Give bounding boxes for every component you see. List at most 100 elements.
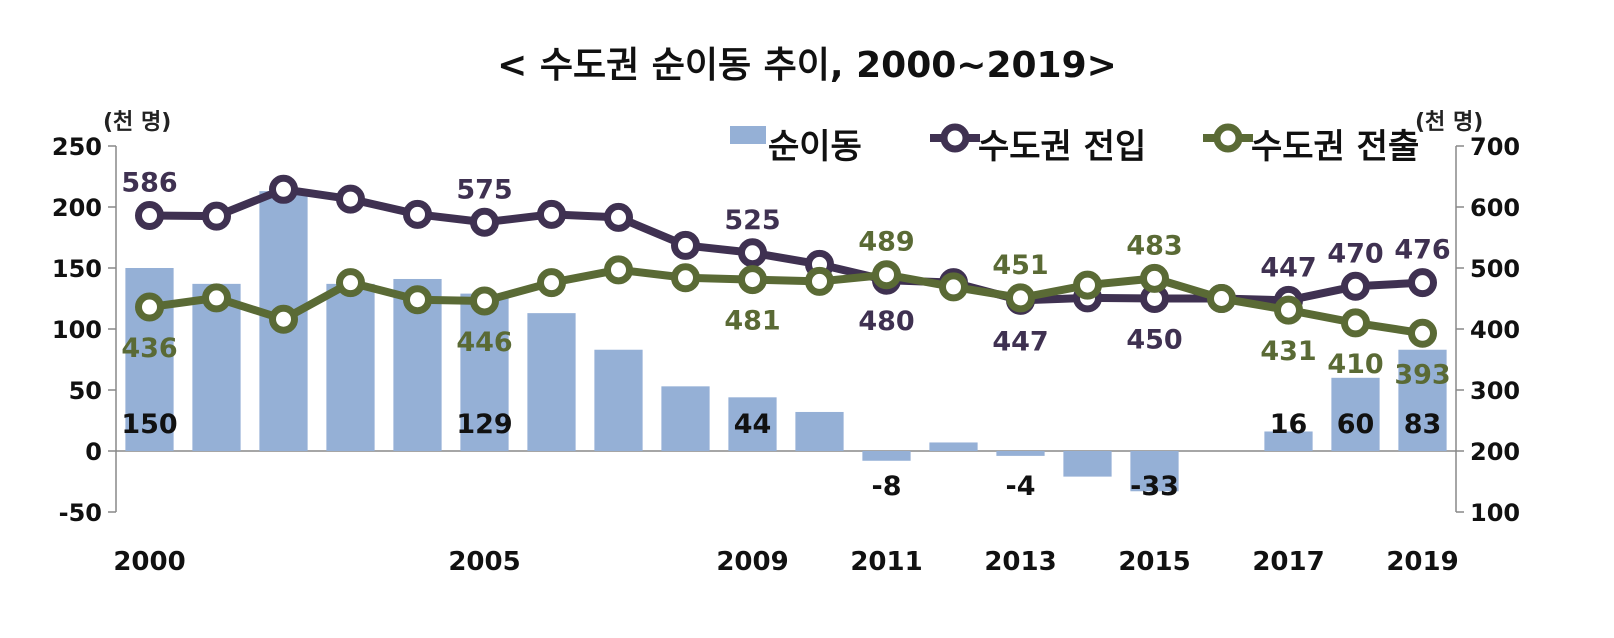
- point-outflow: [537, 268, 566, 298]
- bar-series-net: [125, 191, 1447, 492]
- net-bar: [1264, 431, 1313, 451]
- point-outflow: [1073, 270, 1102, 300]
- point-inflow: [1408, 268, 1437, 298]
- point-outflow: [671, 263, 700, 293]
- x-tick-label: 2015: [1118, 547, 1190, 577]
- bar-data-label: 83: [1404, 409, 1442, 440]
- data-label-inflow: 480: [858, 306, 914, 337]
- chart-axes: 250200150100500-507006005004003002001002…: [52, 133, 1520, 577]
- data-label-outflow: 489: [858, 227, 914, 258]
- chart-legend: 순이동 수도권 전입 수도권 전출: [730, 123, 1419, 167]
- left-tick-label: 200: [52, 194, 102, 222]
- left-tick-label: 250: [52, 133, 102, 161]
- data-label-inflow: 450: [1126, 325, 1182, 356]
- right-tick-label: 400: [1470, 316, 1520, 344]
- point-inflow: [403, 199, 432, 229]
- bar-data-label: 16: [1270, 409, 1308, 440]
- net-bar: [326, 283, 375, 451]
- legend-marker-inflow: [940, 123, 970, 153]
- point-outflow: [202, 283, 231, 313]
- x-tick-label: 2000: [113, 547, 185, 577]
- net-bar: [661, 386, 710, 451]
- point-outflow: [1274, 295, 1303, 325]
- legend-label-outflow: 수도권 전출: [1251, 127, 1419, 167]
- x-tick-label: 2011: [850, 547, 922, 577]
- net-bar: [795, 411, 844, 451]
- point-inflow: [604, 202, 633, 232]
- point-outflow: [738, 265, 767, 295]
- data-label-inflow: 447: [992, 326, 1048, 357]
- net-bar: [1130, 451, 1179, 492]
- point-outflow: [135, 292, 164, 322]
- bar-data-label: 129: [456, 409, 512, 440]
- right-tick-label: 300: [1470, 377, 1520, 405]
- data-label-outflow: 446: [456, 327, 512, 358]
- point-inflow: [202, 201, 231, 231]
- left-tick-label: -50: [59, 499, 102, 527]
- data-label-outflow: 436: [121, 333, 177, 364]
- data-label-outflow: 410: [1327, 349, 1383, 380]
- data-label-inflow: 470: [1327, 238, 1383, 269]
- net-bar: [1398, 349, 1447, 451]
- point-outflow: [805, 266, 834, 296]
- point-outflow: [1140, 263, 1169, 293]
- point-outflow: [604, 255, 633, 285]
- point-outflow: [269, 304, 298, 334]
- left-tick-label: 100: [52, 316, 102, 344]
- point-outflow: [1408, 318, 1437, 348]
- left-tick-label: 150: [52, 255, 102, 283]
- data-label-inflow: 575: [456, 174, 512, 205]
- net-bar: [594, 349, 643, 451]
- x-tick-label: 2005: [448, 547, 520, 577]
- legend-label-inflow: 수도권 전입: [978, 127, 1146, 167]
- legend-label-net: 순이동: [768, 127, 862, 167]
- data-label-inflow: 525: [724, 205, 780, 236]
- data-label-inflow: 586: [121, 168, 177, 199]
- data-label-outflow: 451: [992, 250, 1048, 281]
- point-inflow: [135, 201, 164, 231]
- bar-data-label: -33: [1130, 471, 1179, 502]
- net-bar: [1331, 377, 1380, 451]
- bar-data-label: 60: [1337, 409, 1375, 440]
- point-outflow: [872, 260, 901, 290]
- bar-data-label: 150: [121, 409, 177, 440]
- net-bar: [527, 313, 576, 451]
- net-bar: [996, 451, 1045, 456]
- point-outflow: [1207, 284, 1236, 313]
- chart-title: < 수도권 순이동 추이, 2000~2019>: [497, 45, 1117, 86]
- right-axis-unit: (천 명): [1415, 110, 1483, 135]
- point-inflow: [537, 199, 566, 229]
- right-tick-label: 700: [1470, 133, 1520, 161]
- right-tick-label: 500: [1470, 255, 1520, 283]
- x-tick-label: 2013: [984, 547, 1056, 577]
- data-label-inflow: 447: [1260, 252, 1316, 283]
- x-tick-label: 2017: [1252, 547, 1324, 577]
- net-bar: [929, 442, 978, 451]
- right-tick-label: 600: [1470, 194, 1520, 222]
- data-labels: 150 129 44 -8 -4 -33 16 60 83 586 575 525 480 447 450 4…: [121, 168, 1450, 502]
- legend-marker-outflow: [1213, 123, 1243, 153]
- net-bar: [1063, 451, 1112, 477]
- left-tick-label: 0: [85, 438, 102, 466]
- legend-swatch-net: [730, 126, 766, 144]
- point-outflow: [470, 286, 499, 316]
- x-tick-label: 2009: [716, 547, 788, 577]
- bar-data-label: 44: [734, 409, 772, 440]
- point-outflow: [939, 272, 968, 302]
- data-label-outflow: 481: [724, 306, 780, 337]
- net-bar: [460, 293, 509, 451]
- point-outflow: [403, 285, 432, 315]
- right-tick-label: 100: [1470, 499, 1520, 527]
- data-label-outflow: 483: [1126, 230, 1182, 261]
- point-inflow: [269, 174, 298, 204]
- point-outflow: [336, 268, 365, 298]
- left-axis-unit: (천 명): [103, 110, 171, 135]
- net-bar: [862, 451, 911, 461]
- data-label-inflow: 476: [1394, 235, 1450, 266]
- point-outflow: [1341, 308, 1370, 338]
- point-inflow: [470, 207, 499, 237]
- net-bar: [728, 397, 777, 451]
- right-tick-label: 200: [1470, 438, 1520, 466]
- point-inflow: [671, 230, 700, 260]
